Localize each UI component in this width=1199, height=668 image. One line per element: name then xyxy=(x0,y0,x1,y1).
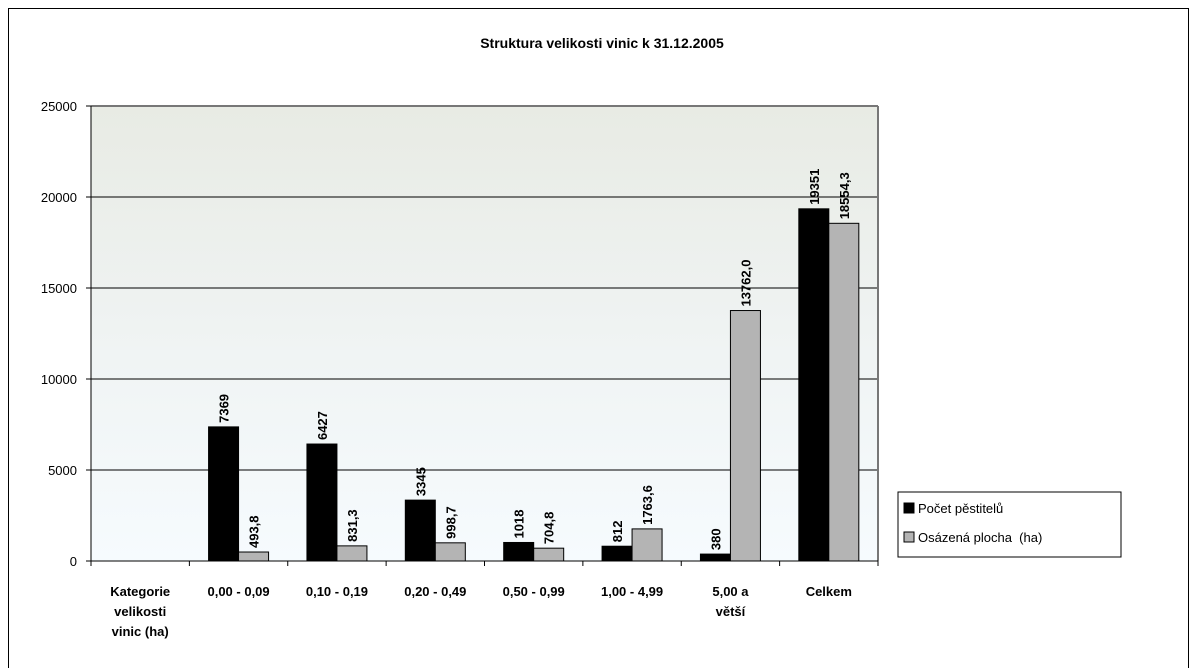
bar-pocet xyxy=(208,426,240,562)
legend-swatch-plocha xyxy=(903,531,915,543)
bar-pocet xyxy=(404,499,436,562)
data-label: 19351 xyxy=(807,169,822,205)
chart-title: Struktura velikosti vinic k 31.12.2005 xyxy=(480,35,724,51)
x-category-label: 1,00 - 4,99 xyxy=(601,584,663,599)
x-category-label: velikosti xyxy=(114,604,166,619)
x-category-label: 0,50 - 0,99 xyxy=(503,584,565,599)
data-label: 704,8 xyxy=(542,512,557,545)
data-label: 380 xyxy=(708,528,723,550)
y-tick-label: 25000 xyxy=(41,99,77,114)
legend-box xyxy=(897,491,1122,558)
bars xyxy=(208,208,860,562)
bar-pocet xyxy=(503,541,535,562)
x-category-label: 5,00 a xyxy=(712,584,749,599)
bar-plocha xyxy=(828,222,860,562)
y-tick-label: 0 xyxy=(70,554,77,569)
bar-plocha xyxy=(729,310,761,562)
data-label: 812 xyxy=(610,521,625,543)
x-category-label: Kategorie xyxy=(110,584,170,599)
x-category-label: 0,10 - 0,19 xyxy=(306,584,368,599)
data-label: 3345 xyxy=(413,467,428,496)
bar-pocet xyxy=(699,553,731,562)
bar-pocet xyxy=(306,443,338,562)
y-tick-label: 20000 xyxy=(41,190,77,205)
bar-plocha xyxy=(533,547,565,562)
y-axis: 0 5000 10000 15000 20000 25000 xyxy=(41,99,91,569)
x-category-label: větší xyxy=(716,604,746,619)
data-label: 18554,3 xyxy=(837,172,852,219)
data-label: 1018 xyxy=(512,510,527,539)
legend-label-pocet: Počet pěstitelů xyxy=(918,501,1003,516)
y-tick-label: 10000 xyxy=(41,372,77,387)
data-label: 7369 xyxy=(217,394,232,423)
y-tick-label: 15000 xyxy=(41,281,77,296)
x-category-label: 0,00 - 0,09 xyxy=(207,584,269,599)
x-category-label: Celkem xyxy=(806,584,852,599)
data-label: 493,8 xyxy=(247,515,262,548)
bar-pocet xyxy=(798,208,830,562)
bar-pocet xyxy=(601,545,633,562)
data-label: 6427 xyxy=(315,411,330,440)
legend-label-plocha: Osázená plocha (ha) xyxy=(918,530,1042,545)
data-labels: 7369 6427 3345 1018 812 380 19351 493,8 831,3 998… xyxy=(217,169,852,550)
bar-plocha xyxy=(336,545,368,562)
legend-swatch-pocet xyxy=(903,502,915,514)
bar-plocha xyxy=(631,528,663,562)
data-label: 998,7 xyxy=(443,506,458,539)
y-tick-label: 5000 xyxy=(48,463,77,478)
bar-plocha xyxy=(434,542,466,562)
legend: Počet pěstitelů Osázená plocha (ha) xyxy=(897,491,1122,558)
x-category-label: vinic (ha) xyxy=(112,624,169,639)
data-label: 1763,6 xyxy=(640,485,655,525)
x-axis: Kategorie velikosti vinic (ha) 0,00 - 0,09 0… xyxy=(90,561,879,639)
bar-plocha xyxy=(238,551,270,562)
data-label: 13762,0 xyxy=(738,260,753,307)
data-label: 831,3 xyxy=(345,509,360,542)
x-category-label: 0,20 - 0,49 xyxy=(404,584,466,599)
